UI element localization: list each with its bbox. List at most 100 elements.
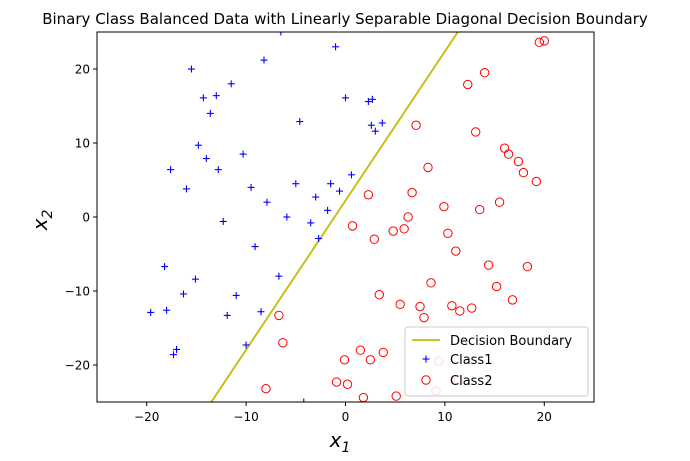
class1-point	[296, 118, 304, 126]
class1-point	[161, 263, 169, 271]
class1-point	[247, 183, 255, 191]
class2-point	[423, 162, 433, 173]
class2-point	[426, 278, 436, 288]
class2-point	[471, 127, 481, 137]
class1-point	[367, 121, 375, 129]
class2-point	[388, 226, 398, 236]
class1-point	[371, 127, 379, 135]
class2-point	[331, 377, 342, 387]
class2-point	[507, 295, 518, 305]
class1-point	[378, 119, 386, 127]
class1-point	[227, 80, 235, 88]
class1-point	[206, 109, 214, 117]
class1-point	[342, 94, 349, 102]
class1-point	[223, 311, 231, 319]
class1-point	[191, 275, 199, 283]
legend-class1-label: Class1	[450, 353, 492, 368]
x-tick-label: 10	[437, 410, 452, 424]
class2-point	[399, 224, 409, 234]
class1-point	[324, 206, 332, 214]
class2-point	[358, 392, 369, 402]
y-tick-label: 0	[82, 211, 90, 225]
class2-point	[339, 355, 350, 365]
decision-boundary-line	[210, 32, 459, 402]
class1-point	[187, 65, 195, 73]
class2-point	[479, 68, 490, 78]
y-axis-label-main: x	[28, 218, 52, 231]
class2-point	[403, 212, 413, 222]
x-axis-label-main: x	[329, 428, 342, 452]
class1-point	[242, 341, 250, 349]
class1-point	[368, 95, 376, 103]
y-tick-label: −20	[65, 359, 90, 373]
class1-point	[263, 198, 271, 206]
class2-point	[539, 36, 549, 46]
class2-point	[261, 383, 271, 394]
class2-point	[522, 261, 533, 272]
legend-box	[404, 326, 589, 397]
class1-point	[179, 290, 187, 298]
class2-point	[447, 301, 457, 311]
class2-point	[518, 167, 529, 178]
class1-point	[336, 187, 344, 195]
class2-point	[455, 306, 465, 316]
class1-point	[275, 272, 283, 280]
y-axis-label: x2	[28, 210, 56, 232]
x-tick-label: 0	[342, 410, 350, 424]
y-tick-label: −10	[65, 285, 90, 299]
y-axis-ticks: −20 −10 0 10 20	[65, 63, 97, 373]
class1-point	[239, 150, 247, 158]
class1-point	[251, 243, 259, 251]
class2-point	[278, 338, 288, 348]
class2-point	[463, 79, 473, 90]
class1-series	[147, 32, 386, 402]
class2-point	[415, 301, 425, 312]
class1-point	[307, 219, 315, 227]
class1-point	[312, 193, 320, 201]
class1-point	[182, 185, 190, 193]
class2-point	[363, 190, 374, 200]
x-tick-label: 20	[537, 410, 552, 424]
y-tick-label: 20	[75, 63, 90, 77]
legend: Decision Boundary Class1 Class2	[404, 326, 589, 397]
class1-point	[194, 141, 202, 149]
class2-point	[274, 310, 284, 321]
class2-point	[494, 197, 505, 207]
x-tick-label: −20	[134, 410, 159, 424]
class1-point	[300, 398, 308, 402]
class1-point	[277, 32, 285, 36]
class1-point	[283, 213, 291, 221]
class1-point	[364, 98, 372, 106]
class2-point	[534, 37, 545, 48]
class1-point	[170, 351, 178, 359]
class2-point	[407, 187, 417, 198]
class2-point	[355, 345, 366, 355]
y-tick-label: 10	[75, 137, 90, 151]
class1-point	[147, 308, 155, 316]
class1-point	[315, 234, 323, 242]
class2-point	[503, 149, 514, 159]
class2-point	[369, 234, 380, 244]
class2-point	[443, 228, 453, 238]
class2-point	[499, 143, 510, 153]
class2-point	[365, 355, 376, 365]
class2-point	[531, 176, 542, 187]
class1-point	[257, 308, 265, 316]
class2-point	[342, 379, 353, 389]
class1-point	[260, 56, 268, 64]
class2-point	[513, 156, 524, 167]
y-axis-label-sub: 2	[40, 210, 56, 219]
class1-point	[232, 291, 240, 299]
legend-class1-swatch	[422, 355, 430, 363]
class2-point	[411, 120, 421, 130]
class1-point	[163, 306, 171, 314]
class2-point	[467, 303, 477, 313]
class2-point	[491, 281, 502, 292]
legend-boundary-label: Decision Boundary	[450, 334, 572, 349]
class1-point	[202, 155, 210, 163]
x-axis-label: x1	[329, 428, 351, 456]
class1-point	[214, 166, 222, 174]
class2-point	[483, 260, 494, 270]
class1-point	[199, 94, 207, 102]
